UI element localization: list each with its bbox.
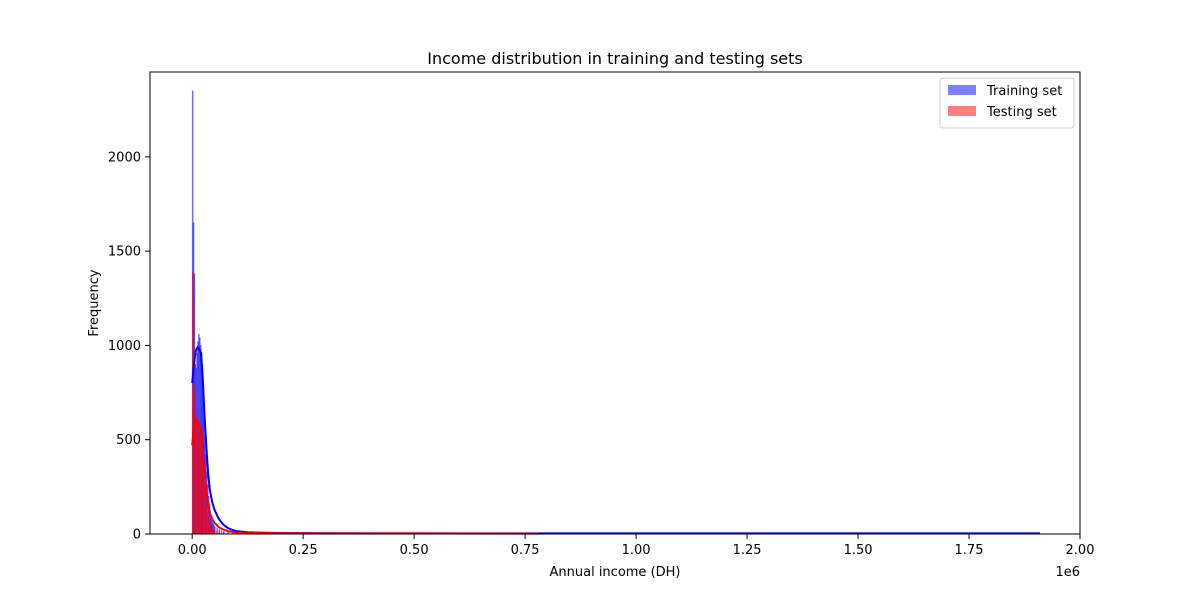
y-axis-label: Frequency xyxy=(87,269,102,336)
x-tick-label: 1.50 xyxy=(844,543,873,558)
x-tick-label: 0.50 xyxy=(400,543,429,558)
chart-title: Income distribution in training and test… xyxy=(427,49,803,68)
x-axis-offset-label: 1e6 xyxy=(1055,565,1080,580)
histogram-bar xyxy=(221,531,222,534)
bars-layer xyxy=(192,91,282,534)
plot-frame xyxy=(150,72,1080,534)
x-tick-label: 0.75 xyxy=(511,543,540,558)
y-tick-label: 1000 xyxy=(108,339,141,354)
kde-layer xyxy=(192,347,1040,533)
x-tick-label: 1.00 xyxy=(622,543,651,558)
x-axis: 0.00 0.25 0.50 0.75 1.00 1.25 1.50 1.75 2.00 xyxy=(178,534,1095,558)
x-tick-label: 0.00 xyxy=(178,543,207,558)
legend-swatch-testing xyxy=(948,106,976,116)
x-tick-label: 0.25 xyxy=(289,543,318,558)
legend: Training set Testing set xyxy=(940,78,1074,128)
series-1-kde-line xyxy=(192,419,538,534)
series-0-kde-line xyxy=(192,347,1040,533)
y-tick-label: 0 xyxy=(133,528,141,543)
y-tick-label: 1500 xyxy=(108,245,141,260)
series-0-bars xyxy=(192,91,282,534)
legend-swatch-training xyxy=(948,85,976,95)
y-tick-label: 500 xyxy=(116,433,141,448)
x-axis-label: Annual income (DH) xyxy=(550,565,681,580)
x-tick-label: 1.25 xyxy=(733,543,762,558)
series-1-bars xyxy=(192,272,282,534)
legend-label-training: Training set xyxy=(986,84,1062,99)
x-tick-label: 2.00 xyxy=(1066,543,1095,558)
legend-label-testing: Testing set xyxy=(986,105,1057,120)
x-tick-label: 1.75 xyxy=(955,543,984,558)
y-axis: 0 500 1000 1500 2000 xyxy=(108,150,150,542)
y-tick-label: 2000 xyxy=(108,150,141,165)
histogram-bar xyxy=(214,531,215,534)
